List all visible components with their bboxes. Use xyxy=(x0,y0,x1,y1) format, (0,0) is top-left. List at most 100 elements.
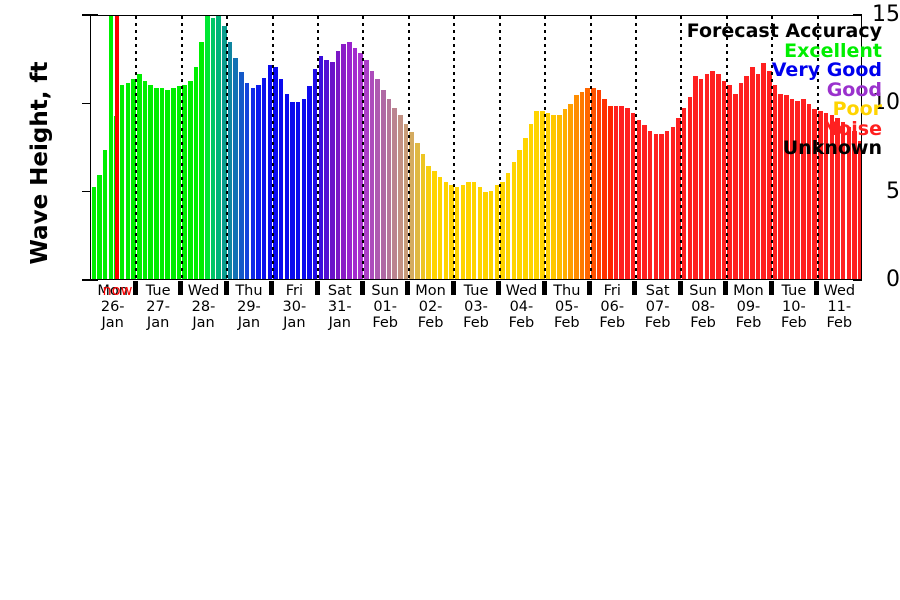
bar xyxy=(131,79,136,279)
x-axis-date: 07-Feb xyxy=(644,299,671,331)
x-axis-day-label: Sat 31-Jan xyxy=(317,283,362,331)
bar xyxy=(772,84,778,279)
bar xyxy=(557,114,562,279)
bar xyxy=(511,162,517,279)
bar xyxy=(812,109,817,279)
bar xyxy=(591,88,596,279)
bar xyxy=(767,70,772,279)
day-gridline xyxy=(180,16,183,279)
bar xyxy=(568,104,573,279)
day-gridline xyxy=(453,16,456,279)
day-gridline xyxy=(317,16,320,279)
x-axis-day-label: Fri 30-Jan xyxy=(272,283,317,331)
bar xyxy=(420,153,426,279)
bar xyxy=(267,65,273,279)
bar xyxy=(119,84,125,279)
x-axis-date: 03-Feb xyxy=(463,299,489,331)
bar xyxy=(244,82,250,279)
day-gridline xyxy=(226,16,229,279)
bar xyxy=(795,100,800,279)
bar xyxy=(437,176,443,279)
bar xyxy=(375,79,380,279)
x-axis-day-separator xyxy=(269,281,275,295)
day-gridline xyxy=(498,16,501,279)
day-gridline xyxy=(135,16,138,279)
x-axis-dow: Mon xyxy=(415,283,446,299)
y-tick-label: 15 xyxy=(872,2,900,27)
bar xyxy=(102,150,108,279)
day-gridline xyxy=(680,16,683,279)
x-axis-date: 30-Jan xyxy=(282,299,307,331)
bar xyxy=(165,89,170,279)
bar xyxy=(273,67,278,279)
day-gridline xyxy=(725,16,728,279)
x-axis: Mon 26-Jan Tue 27-Jan Wed 28-Jan Thu 29-Jan Fri 3… xyxy=(90,281,862,331)
bar xyxy=(301,98,307,279)
x-axis-day-label: Mon 09-Feb xyxy=(726,283,771,331)
now-marker-label: now xyxy=(102,283,133,299)
bar xyxy=(477,187,483,279)
x-axis-dow: Wed xyxy=(823,283,856,299)
x-axis-day-separator xyxy=(632,281,638,295)
x-axis-day-separator xyxy=(814,281,820,295)
bar xyxy=(857,141,861,279)
y-tick-mark xyxy=(82,190,91,193)
x-axis-dow: Sat xyxy=(645,283,670,299)
x-axis-day-separator xyxy=(405,281,411,295)
bar xyxy=(358,52,363,279)
bar xyxy=(653,134,659,279)
x-axis-dow: Tue xyxy=(145,283,171,299)
x-axis-date: 10-Feb xyxy=(781,299,807,331)
day-gridline xyxy=(589,16,592,279)
bar xyxy=(142,81,148,279)
bar xyxy=(517,150,522,279)
bar xyxy=(761,63,766,279)
bar xyxy=(136,74,142,279)
x-axis-dow: Sat xyxy=(327,283,352,299)
x-axis-date: 29-Jan xyxy=(237,299,261,331)
bar xyxy=(562,109,568,279)
bar xyxy=(835,118,840,279)
x-axis-date: 27-Jan xyxy=(146,299,170,331)
x-axis-day-separator xyxy=(587,281,593,295)
x-axis-day-separator xyxy=(723,281,729,295)
day-gridline xyxy=(634,16,637,279)
bar xyxy=(335,51,341,279)
x-axis-date: 09-Feb xyxy=(735,299,762,331)
bar xyxy=(341,44,346,279)
day-gridline xyxy=(271,16,274,279)
x-axis-dow: Mon xyxy=(97,283,128,299)
day-gridline xyxy=(816,16,819,279)
bar xyxy=(500,181,505,279)
bar xyxy=(778,93,783,279)
now-marker-line xyxy=(114,16,119,279)
x-axis-dow: Thu xyxy=(553,283,581,299)
x-axis-day-separator xyxy=(359,281,365,295)
bar xyxy=(415,142,420,279)
day-gridline xyxy=(544,16,547,279)
bar xyxy=(449,185,454,279)
bar xyxy=(585,88,590,279)
bar xyxy=(619,105,624,279)
bar xyxy=(710,70,715,279)
x-axis-day-label: Mon 02-Feb xyxy=(408,283,453,331)
bar xyxy=(329,61,335,279)
plot-area xyxy=(90,15,862,280)
bar xyxy=(91,187,97,279)
y-tick-label: 5 xyxy=(886,178,900,204)
bar xyxy=(534,111,539,279)
bar xyxy=(188,81,193,279)
bar xyxy=(505,173,511,279)
bar xyxy=(596,89,602,279)
bar xyxy=(295,102,301,279)
bar xyxy=(676,118,681,279)
x-axis-day-separator xyxy=(223,281,229,295)
bar xyxy=(545,112,551,279)
bar xyxy=(727,84,732,279)
bar xyxy=(466,181,471,279)
bar xyxy=(352,47,358,279)
bar xyxy=(693,75,698,279)
x-axis-dow: Fri xyxy=(285,283,303,299)
bar xyxy=(625,107,630,279)
